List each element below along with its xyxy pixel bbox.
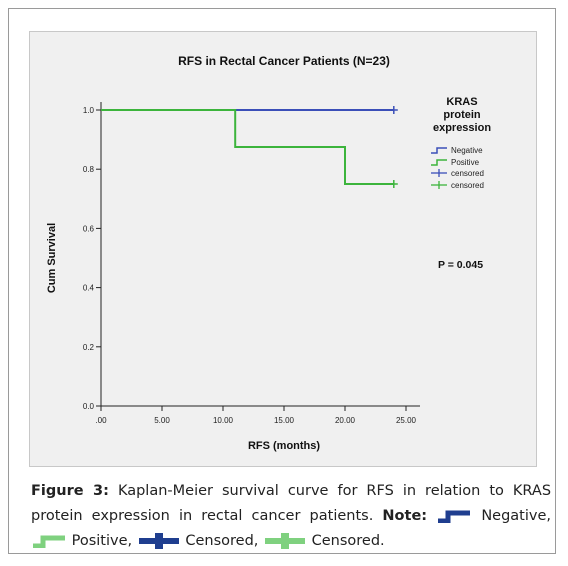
x-tick-label: .00 xyxy=(95,416,107,425)
y-tick-label: 0.0 xyxy=(83,402,95,411)
positive-step-swatch-icon xyxy=(31,534,67,548)
legend-entry-label: censored xyxy=(451,181,484,190)
x-tick-label: 20.00 xyxy=(335,416,356,425)
legend-title-line: expression xyxy=(433,122,491,134)
negative-step-swatch-icon xyxy=(436,509,472,523)
figure-frame: RFS in Rectal Cancer Patients (N=23) 0.0 0… xyxy=(8,8,556,554)
y-tick-label: 1.0 xyxy=(83,106,95,115)
caption-item-censored-1: Censored, xyxy=(185,533,259,549)
y-tick-label: 0.2 xyxy=(83,343,95,352)
y-tick-label: 0.8 xyxy=(83,165,95,174)
legend-entry-label: censored xyxy=(451,169,484,178)
legend-step-icon xyxy=(431,159,447,166)
legend-entry-label: Positive xyxy=(451,158,480,167)
censored-negative-swatch-icon xyxy=(137,532,181,550)
x-tick-label: 10.00 xyxy=(213,416,234,425)
caption-item-negative: Negative, xyxy=(481,508,551,524)
legend-step-icon xyxy=(431,147,447,154)
y-axis-label: Cum Survival xyxy=(46,223,58,293)
chart-title: RFS in Rectal Cancer Patients (N=23) xyxy=(178,54,390,68)
series-line-positive xyxy=(101,109,394,185)
km-chart: RFS in Rectal Cancer Patients (N=23) 0.0 0… xyxy=(46,54,491,452)
caption-item-censored-2: Censored. xyxy=(311,533,385,549)
x-tick-label: 25.00 xyxy=(396,416,417,425)
x-axis-label: RFS (months) xyxy=(248,440,320,452)
legend-title-line: KRAS xyxy=(446,96,477,108)
plot-panel: RFS in Rectal Cancer Patients (N=23) 0.0 0… xyxy=(29,31,537,467)
legend-entry-label: Negative xyxy=(451,146,483,155)
legend-title-line: protein xyxy=(443,109,481,121)
caption-item-positive: Positive, xyxy=(71,533,133,549)
x-tick-label: 5.00 xyxy=(154,416,170,425)
caption-text: Kaplan-Meier survival curve for RFS in r… xyxy=(31,483,552,524)
censored-positive-swatch-icon xyxy=(263,532,307,550)
x-tick-label: 15.00 xyxy=(274,416,295,425)
p-value-annotation: P = 0.045 xyxy=(438,259,483,271)
y-tick-label: 0.6 xyxy=(83,224,95,233)
caption-label: Figure 3: xyxy=(31,483,109,499)
caption-note-label: Note: xyxy=(382,508,428,524)
figure-caption: Figure 3: Kaplan-Meier survival curve fo… xyxy=(31,479,551,554)
y-tick-label: 0.4 xyxy=(83,284,95,293)
